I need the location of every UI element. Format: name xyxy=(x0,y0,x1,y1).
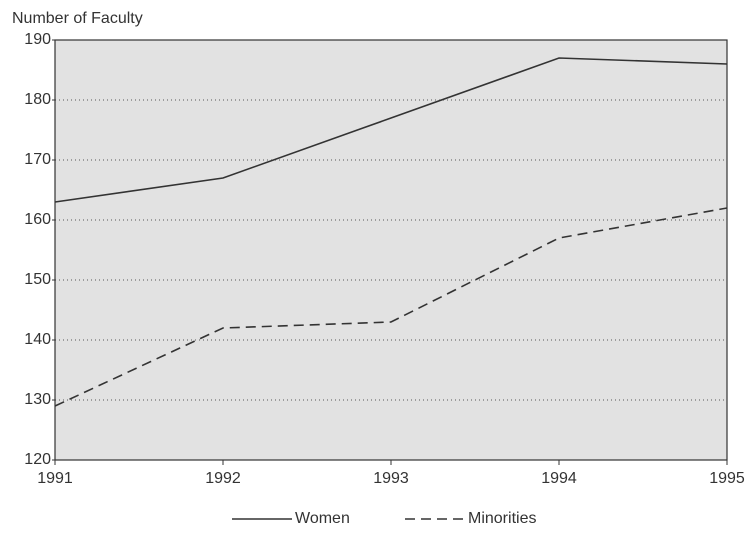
y-tick-label: 180 xyxy=(24,91,51,108)
legend-label: Minorities xyxy=(468,510,536,527)
plot-area xyxy=(55,40,727,460)
line-series xyxy=(54,207,728,407)
x-tick-label: 1995 xyxy=(709,470,745,487)
x-tick-label: 1993 xyxy=(373,470,409,487)
plot-frame xyxy=(54,39,728,461)
y-tick-label: 190 xyxy=(24,31,51,48)
y-tick-label: 150 xyxy=(24,271,51,288)
x-tick-label: 1991 xyxy=(37,470,73,487)
y-tick-label: 170 xyxy=(24,151,51,168)
y-tick-label: 160 xyxy=(24,211,51,228)
line-series xyxy=(54,57,728,203)
x-tick-label: 1994 xyxy=(541,470,577,487)
x-tick-label: 1992 xyxy=(205,470,241,487)
y-axis-label: Number of Faculty xyxy=(12,10,143,27)
y-tick-label: 120 xyxy=(24,451,51,468)
y-tick-label: 140 xyxy=(24,331,51,348)
y-tick-label: 130 xyxy=(24,391,51,408)
legend-label: Women xyxy=(295,510,350,527)
